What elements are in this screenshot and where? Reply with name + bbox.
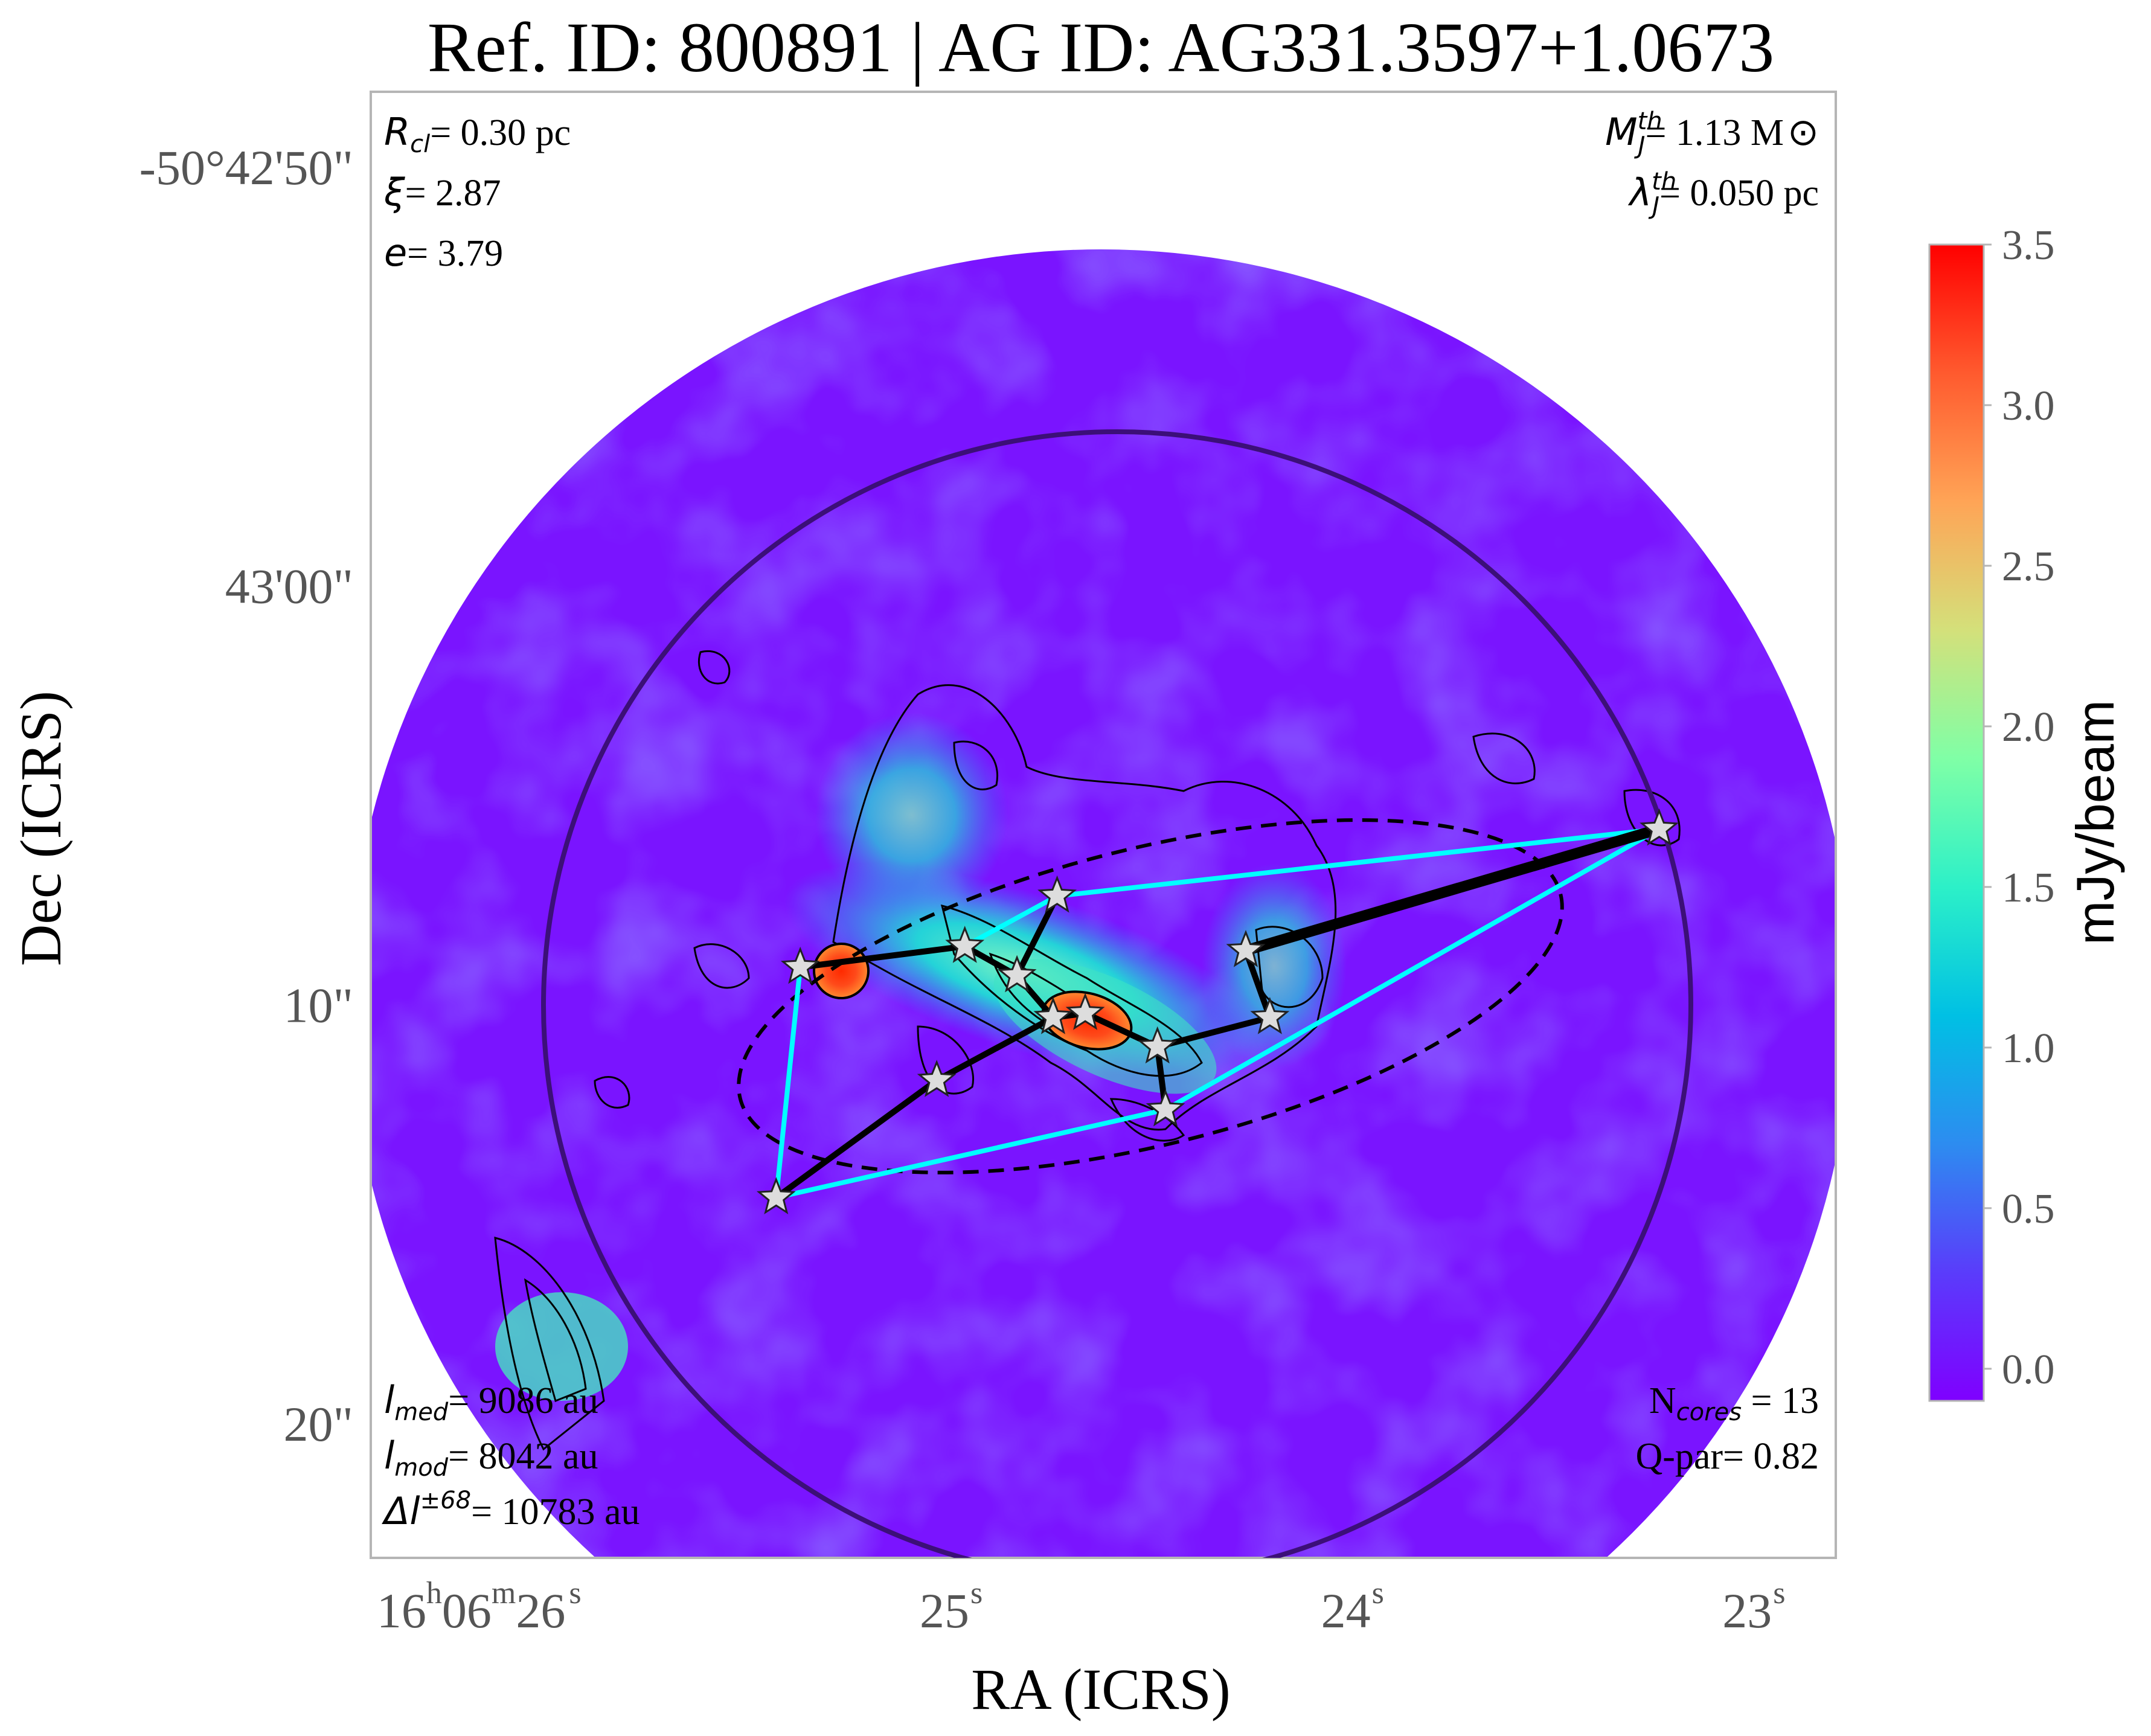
core-star-marker (756, 1177, 796, 1215)
chart-title: Ref. ID: 800891 | AG ID: AG331.3597+1.06… (428, 8, 1774, 87)
core-star-marker (1065, 993, 1105, 1030)
clump-circle (541, 429, 1693, 1558)
x-tick-unit: s (569, 1576, 581, 1610)
mst-edge (773, 1077, 940, 1201)
svg-text:lmed= 9086 au: lmed= 9086 au (384, 1378, 598, 1426)
core-star-marker (1138, 1026, 1178, 1064)
x-tick-label: 16h06m26 (377, 1576, 565, 1638)
contours (494, 650, 1681, 1451)
svg-text:ξ= 2.87: ξ= 2.87 (383, 170, 501, 214)
y-axis-label: Dec (ICRS) (8, 691, 73, 966)
x-axis-label: RA (ICRS) (971, 1657, 1230, 1722)
x-tick-label: 23 (1722, 1583, 1772, 1638)
x-ticks: 16h06m26 s 25 s 24 s 23 s (377, 1576, 1786, 1638)
x-tick-label: 24 (1321, 1583, 1371, 1638)
dl-value: = 10783 au (471, 1491, 640, 1533)
colorbar-bar (1928, 243, 1985, 1402)
emission-lower-left (495, 1292, 628, 1401)
y-tick-label: -50°42'50" (139, 140, 353, 195)
mst-edge (797, 943, 968, 970)
mst-edge (934, 1014, 1056, 1084)
y-ticks: -50°42'50" 43'00" 10" 20" (139, 140, 353, 1452)
xi-value: = 2.87 (405, 173, 501, 214)
l-mod-value: = 8042 au (448, 1436, 598, 1477)
mst-edge (1154, 1014, 1273, 1050)
core-star-marker (1037, 875, 1077, 913)
svg-text:Δl±68= 10783 au: Δl±68= 10783 au (382, 1487, 640, 1533)
mst-edge (1240, 824, 1665, 956)
fit-ellipse (737, 818, 1564, 1174)
svg-text:Rcl= 0.30 pc: Rcl= 0.30 pc (384, 110, 571, 158)
x-tick: 16h06m26 s (377, 1576, 582, 1638)
colorbar-tick-label: 1.0 (2002, 1025, 2055, 1072)
svg-text:lmod= 8042 au: lmod= 8042 au (384, 1433, 598, 1482)
svg-text:e= 3.79: e= 3.79 (384, 231, 503, 275)
x-tick: 23 s (1722, 1576, 1785, 1638)
core-star-marker (945, 926, 985, 963)
y-tick-label: 43'00" (225, 559, 353, 614)
x-tick-unit: s (970, 1576, 983, 1610)
colorbar-tick-label: 3.5 (2002, 222, 2055, 269)
minimum-spanning-tree (773, 824, 1665, 1201)
core-star-marker (917, 1060, 957, 1097)
y-tick-label: 10" (284, 978, 353, 1033)
colorbar: 0.0 0.5 1.0 1.5 2.0 2.5 3.0 3.5 mJy/beam (1928, 222, 2125, 1402)
qpar-value: Q-par= 0.82 (1635, 1436, 1819, 1477)
intensity-map (371, 249, 1836, 1558)
ncores-value: = 13 (1742, 1380, 1819, 1421)
core-star-marker (1640, 808, 1679, 846)
x-tick-unit: s (1773, 1576, 1785, 1610)
colorbar-tick-label: 3.0 (2002, 383, 2055, 429)
core-star-marker (1250, 996, 1290, 1034)
colorbar-tick-label: 1.5 (2002, 865, 2055, 911)
annotation-top-right: Mth J= 1.13 M⊙ λth J= 0.050 pc (1605, 107, 1819, 220)
x-tick-unit: s (1372, 1576, 1384, 1610)
mst-edge (1014, 892, 1060, 979)
x-tick: 25 s (920, 1576, 983, 1638)
y-tick-label: 20" (284, 1397, 353, 1452)
mj-value: = 1.13 M (1645, 112, 1784, 153)
core-star-marker (1033, 996, 1073, 1034)
emission-left (815, 713, 1008, 918)
colorbar-tick-label: 2.5 (2002, 543, 2055, 590)
colorbar-tick-label: 2.0 (2002, 704, 2055, 751)
core-star-marker (1226, 929, 1266, 967)
colorbar-tick-label: 0.0 (2002, 1347, 2055, 1393)
core-star-marker (997, 955, 1037, 993)
x-tick: 24 s (1321, 1576, 1384, 1638)
colorbar-tick-label: 0.5 (2002, 1186, 2055, 1232)
emission-right (1202, 863, 1347, 1069)
r-cl-value: = 0.30 pc (430, 112, 571, 153)
annotation-bottom-left: lmed= 9086 au lmod= 8042 au Δl±68= 10783… (382, 1378, 640, 1533)
plot-frame (370, 91, 1837, 1559)
l-med-value: = 9086 au (448, 1380, 598, 1421)
core-star-marker (1146, 1089, 1185, 1127)
cores (756, 808, 1679, 1215)
e-value: = 3.79 (407, 233, 503, 274)
x-tick-label: 25 (920, 1583, 969, 1638)
colorbar-ticks: 0.0 0.5 1.0 1.5 2.0 2.5 3.0 3.5 (1984, 222, 2055, 1393)
lambda-value: = 0.050 pc (1659, 173, 1819, 214)
colorbar-label: mJy/beam (2065, 700, 2125, 945)
annotation-top-left: Rcl= 0.30 pc ξ= 2.87 e= 3.79 (383, 110, 571, 275)
core-star-marker (780, 946, 820, 984)
